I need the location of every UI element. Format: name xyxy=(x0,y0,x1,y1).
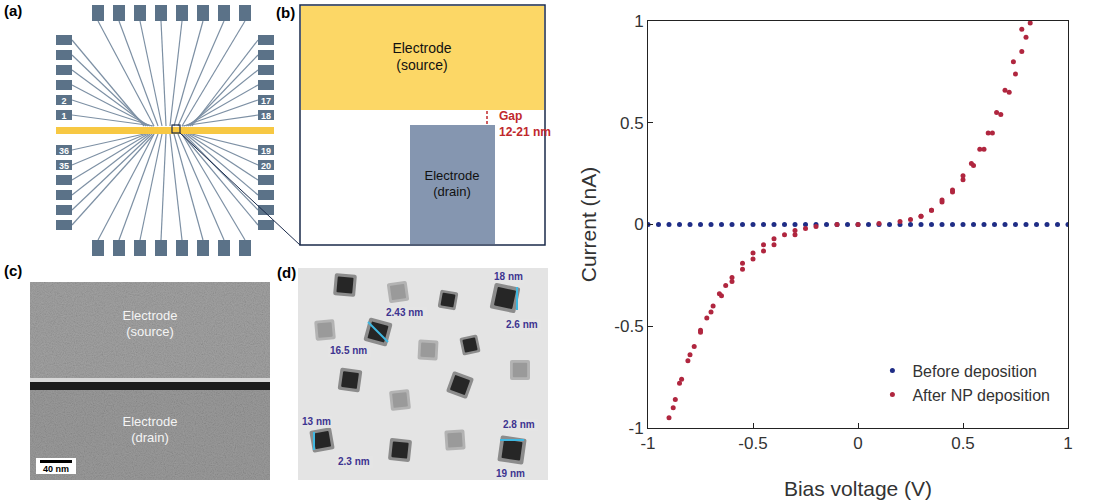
svg-text:18: 18 xyxy=(261,111,271,121)
svg-text:0.5: 0.5 xyxy=(620,114,644,133)
svg-text:40 nm: 40 nm xyxy=(43,464,69,474)
svg-text:2.6 nm: 2.6 nm xyxy=(506,319,538,330)
svg-text:19: 19 xyxy=(261,146,271,156)
svg-text:36: 36 xyxy=(59,146,69,156)
svg-text:35: 35 xyxy=(59,161,69,171)
svg-text:2: 2 xyxy=(61,96,66,106)
svg-text:1: 1 xyxy=(61,111,66,121)
svg-text:2.3 nm: 2.3 nm xyxy=(338,456,370,467)
svg-text:12-21 nm: 12-21 nm xyxy=(499,125,551,139)
svg-text:(b): (b) xyxy=(276,4,295,21)
svg-text:0.5: 0.5 xyxy=(951,434,975,453)
svg-text:(d): (d) xyxy=(277,264,296,281)
svg-text:2.43 nm: 2.43 nm xyxy=(386,307,423,318)
svg-text:20: 20 xyxy=(261,161,271,171)
svg-text:After NP deposition: After NP deposition xyxy=(912,387,1050,404)
svg-text:(c): (c) xyxy=(4,262,22,279)
svg-text:-0.5: -0.5 xyxy=(614,317,643,336)
svg-text:Current (nA): Current (nA) xyxy=(577,167,600,283)
svg-text:0: 0 xyxy=(853,434,862,453)
svg-text:1: 1 xyxy=(1063,434,1072,453)
svg-text:0: 0 xyxy=(634,215,643,234)
svg-text:13 nm: 13 nm xyxy=(302,416,331,427)
svg-text:Electrode(drain): Electrode(drain) xyxy=(123,414,178,445)
svg-text:19 nm: 19 nm xyxy=(496,468,525,479)
svg-text:2.8 nm: 2.8 nm xyxy=(503,419,535,430)
svg-text:Electrode(source): Electrode(source) xyxy=(392,40,451,73)
svg-text:Gap: Gap xyxy=(499,109,522,123)
svg-text:-0.5: -0.5 xyxy=(738,434,767,453)
svg-text:-1: -1 xyxy=(640,434,655,453)
svg-text:18 nm: 18 nm xyxy=(494,271,523,282)
svg-text:Bias voltage (V): Bias voltage (V) xyxy=(784,477,932,500)
svg-text:Electrode(source): Electrode(source) xyxy=(123,308,178,339)
svg-text:17: 17 xyxy=(261,96,271,106)
svg-text:(a): (a) xyxy=(4,2,22,19)
svg-text:1: 1 xyxy=(634,12,643,31)
svg-text:-1: -1 xyxy=(628,419,643,438)
svg-text:Before deposition: Before deposition xyxy=(912,363,1037,380)
svg-text:Electrode(drain): Electrode(drain) xyxy=(425,168,480,199)
svg-text:16.5 nm: 16.5 nm xyxy=(330,345,367,356)
